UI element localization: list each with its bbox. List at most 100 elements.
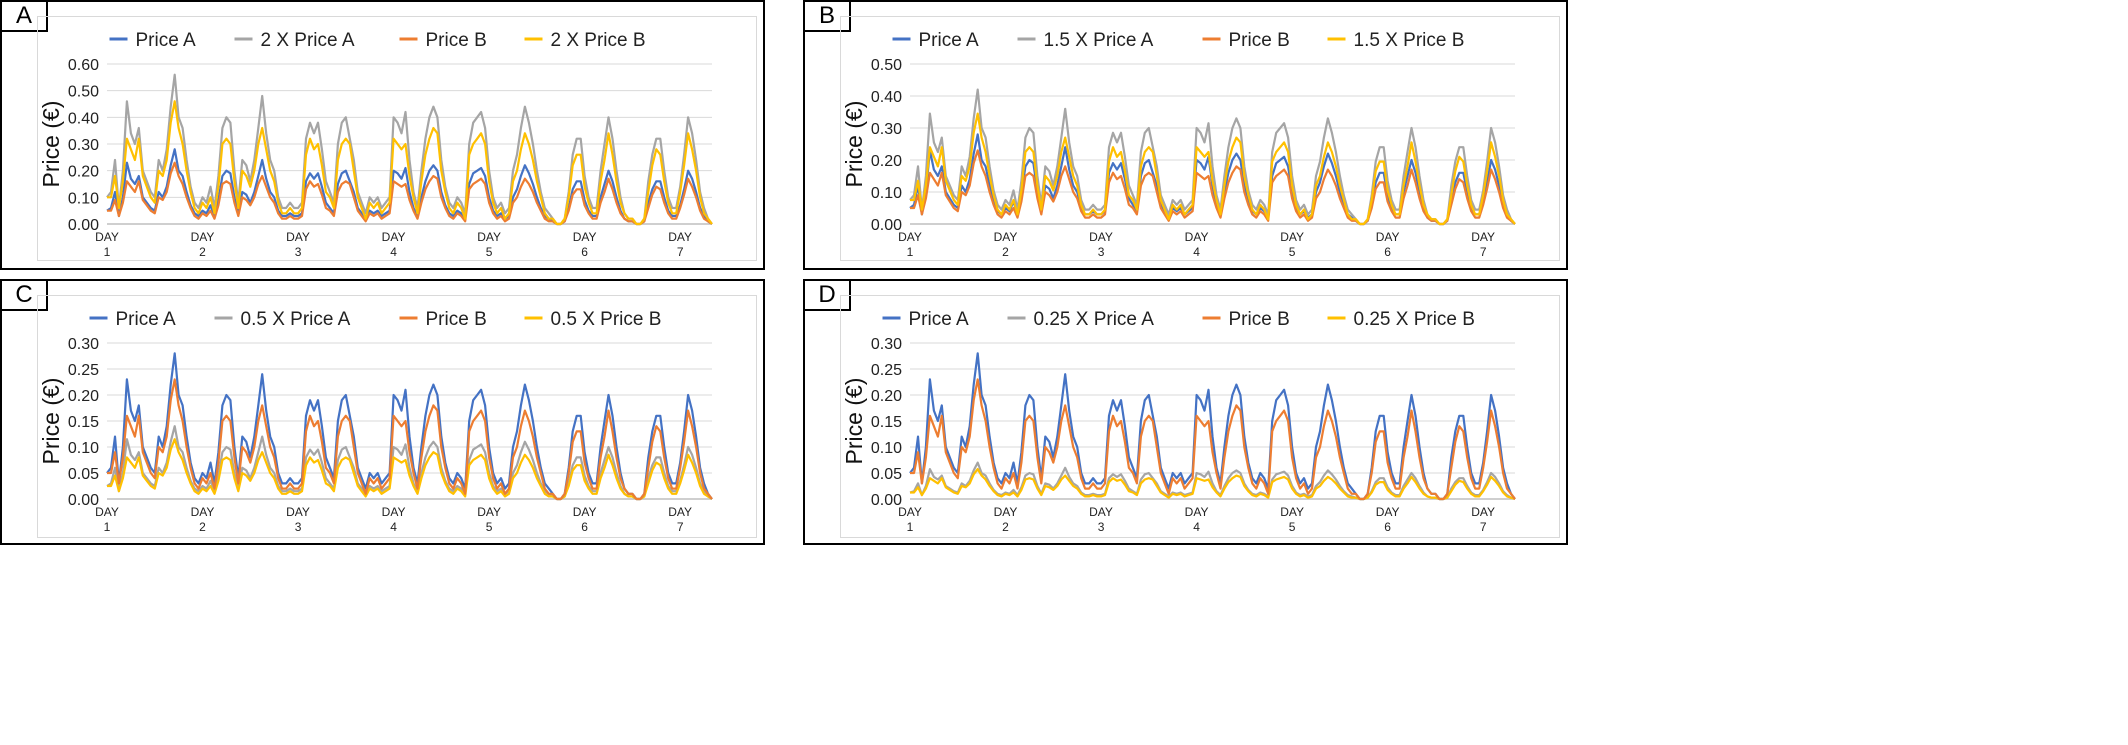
y-axis-label: Price (€) bbox=[841, 378, 867, 465]
x-tick-label: 6 bbox=[581, 520, 588, 534]
y-tick-label: 0.40 bbox=[871, 89, 902, 106]
x-tick-label: DAY bbox=[95, 505, 119, 519]
series-price-b-line bbox=[107, 378, 713, 501]
chart-area bbox=[37, 295, 757, 538]
x-tick-label: DAY bbox=[573, 505, 597, 519]
x-tick-label: 4 bbox=[1193, 520, 1200, 534]
x-tick-label: 7 bbox=[1480, 245, 1487, 259]
legend-label: 2 X Price B bbox=[551, 30, 646, 51]
x-tick-label: 4 bbox=[1193, 245, 1200, 259]
x-tick-label: DAY bbox=[95, 230, 119, 244]
x-tick-label: DAY bbox=[1185, 230, 1209, 244]
panel-b: B Price A 1.5 X Price A Price B 1.5 X Price… bbox=[803, 0, 1568, 270]
legend-label: Price B bbox=[426, 309, 487, 330]
y-axis-label: Price (€) bbox=[38, 378, 64, 465]
x-tick-label: 5 bbox=[1289, 245, 1296, 259]
y-tick-label: 0.30 bbox=[68, 137, 99, 154]
x-tick-label: DAY bbox=[477, 230, 501, 244]
y-tick-label: 0.25 bbox=[871, 362, 902, 379]
x-tick-label: DAY bbox=[994, 505, 1018, 519]
legend-label: 2 X Price A bbox=[261, 30, 355, 51]
legend-label: Price B bbox=[1229, 309, 1290, 330]
legend-label: Price A bbox=[909, 309, 970, 330]
x-tick-label: DAY bbox=[1471, 505, 1495, 519]
panel-label: D bbox=[805, 281, 851, 311]
y-tick-label: 0.60 bbox=[68, 57, 99, 74]
legend-label: Price A bbox=[116, 309, 177, 330]
legend-label: 0.25 X Price A bbox=[1034, 309, 1155, 330]
series-price-b-line bbox=[910, 149, 1516, 226]
x-tick-label: 4 bbox=[390, 520, 397, 534]
y-tick-label: 0.00 bbox=[871, 492, 902, 509]
x-tick-label: 3 bbox=[295, 245, 302, 259]
series-scaled-a-line bbox=[106, 425, 713, 501]
y-tick-label: 0.30 bbox=[871, 336, 902, 353]
x-tick-label: 2 bbox=[1002, 245, 1009, 259]
x-tick-label: DAY bbox=[898, 505, 922, 519]
y-tick-label: 0.25 bbox=[68, 362, 99, 379]
x-tick-label: 1 bbox=[907, 520, 914, 534]
x-tick-label: 5 bbox=[486, 520, 493, 534]
y-tick-label: 0.10 bbox=[871, 440, 902, 457]
x-tick-label: 7 bbox=[1480, 520, 1487, 534]
x-tick-label: DAY bbox=[382, 505, 406, 519]
y-axis-label: Price (€) bbox=[841, 101, 867, 188]
y-axis-label: Price (€) bbox=[38, 101, 64, 188]
x-tick-label: DAY bbox=[1376, 505, 1400, 519]
y-tick-label: 0.50 bbox=[871, 57, 902, 74]
series-scaled-b-line bbox=[910, 468, 1516, 501]
series-price-a-line bbox=[106, 352, 713, 501]
y-tick-label: 0.40 bbox=[68, 110, 99, 127]
legend-label: 1.5 X Price A bbox=[1044, 30, 1154, 51]
y-tick-label: 0.15 bbox=[68, 414, 99, 431]
y-tick-label: 0.20 bbox=[68, 388, 99, 405]
chart-svg: Price A 2 X Price A Price B 2 X Price B 0.00… bbox=[38, 30, 713, 259]
x-tick-label: 2 bbox=[1002, 520, 1009, 534]
panel-c: C Price A 0.5 X Price A Price B 0.5 X Price… bbox=[0, 279, 765, 545]
y-tick-label: 0.15 bbox=[871, 414, 902, 431]
x-tick-label: 6 bbox=[581, 245, 588, 259]
x-tick-label: 3 bbox=[1098, 520, 1105, 534]
y-tick-label: 0.30 bbox=[68, 336, 99, 353]
x-tick-label: 2 bbox=[199, 245, 206, 259]
x-tick-label: 3 bbox=[1098, 245, 1105, 259]
y-tick-label: 0.20 bbox=[871, 153, 902, 170]
y-tick-label: 0.30 bbox=[871, 121, 902, 138]
y-tick-label: 0.00 bbox=[68, 492, 99, 509]
chart-svg: Price A 0.5 X Price A Price B 0.5 X Price B… bbox=[38, 309, 713, 534]
x-tick-label: DAY bbox=[191, 505, 215, 519]
x-tick-label: 7 bbox=[677, 520, 684, 534]
y-tick-label: 0.00 bbox=[871, 217, 902, 234]
series-scaled-b-line bbox=[107, 438, 713, 501]
legend-label: 0.25 X Price B bbox=[1354, 309, 1475, 330]
legend-label: Price A bbox=[919, 30, 980, 51]
series-price-a-line bbox=[909, 352, 1516, 501]
series-scaled-a-line bbox=[909, 461, 1516, 501]
chart-area bbox=[37, 16, 757, 261]
x-tick-label: DAY bbox=[1185, 505, 1209, 519]
panel-label: A bbox=[2, 2, 48, 32]
legend-label: Price B bbox=[1229, 30, 1290, 51]
y-tick-label: 0.05 bbox=[871, 466, 902, 483]
x-tick-label: DAY bbox=[286, 505, 310, 519]
x-tick-label: DAY bbox=[898, 230, 922, 244]
x-tick-label: 1 bbox=[104, 245, 111, 259]
x-tick-label: DAY bbox=[477, 505, 501, 519]
x-tick-label: 6 bbox=[1384, 245, 1391, 259]
y-tick-label: 0.20 bbox=[68, 164, 99, 181]
y-tick-label: 0.50 bbox=[68, 84, 99, 101]
panel-label: C bbox=[2, 281, 48, 311]
legend-label: 1.5 X Price B bbox=[1354, 30, 1465, 51]
x-tick-label: DAY bbox=[1376, 230, 1400, 244]
series-scaled-b-line bbox=[910, 112, 1516, 226]
panel-a: A Price A 2 X Price A Price B 2 X Price B 0.… bbox=[0, 0, 765, 270]
chart-area bbox=[840, 16, 1560, 261]
x-tick-label: DAY bbox=[1280, 505, 1304, 519]
x-tick-label: 2 bbox=[199, 520, 206, 534]
y-tick-label: 0.20 bbox=[871, 388, 902, 405]
series-scaled-a-line bbox=[909, 88, 1516, 226]
x-tick-label: 4 bbox=[390, 245, 397, 259]
x-tick-label: DAY bbox=[668, 230, 692, 244]
chart-svg: Price A 0.25 X Price A Price B 0.25 X Price… bbox=[841, 309, 1516, 534]
legend-label: Price B bbox=[426, 30, 487, 51]
